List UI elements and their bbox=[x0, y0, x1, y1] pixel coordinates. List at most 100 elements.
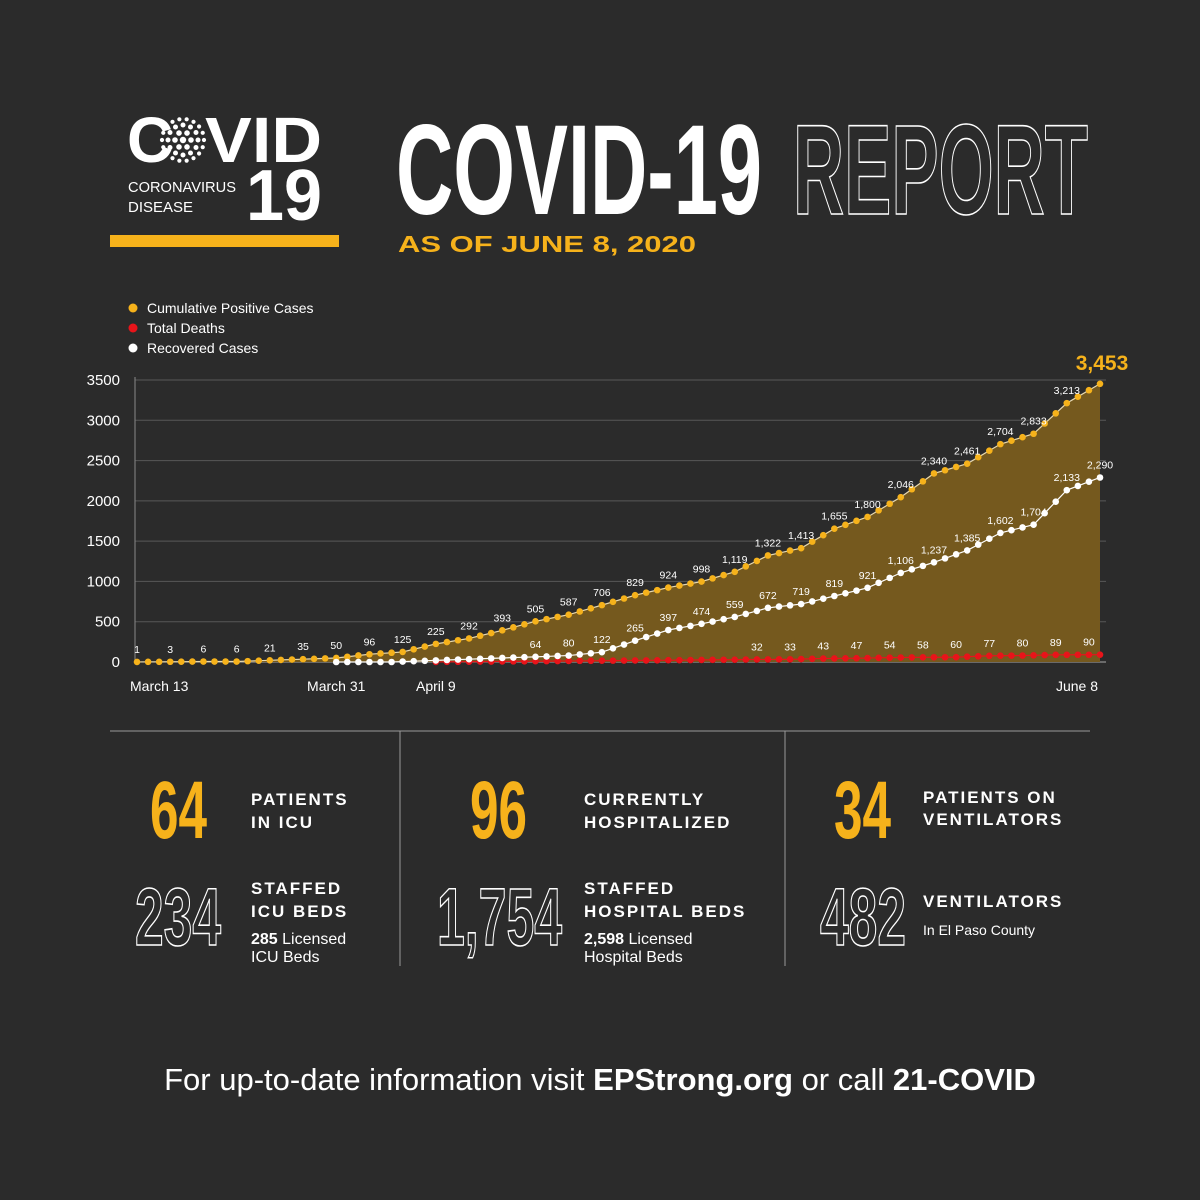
data-label: 1 bbox=[134, 644, 140, 656]
point bbox=[676, 656, 683, 664]
point bbox=[1019, 433, 1026, 441]
point bbox=[454, 636, 462, 644]
virus-dot bbox=[164, 124, 170, 129]
data-label: 80 bbox=[563, 638, 575, 650]
point bbox=[720, 656, 727, 664]
point bbox=[775, 603, 783, 610]
point bbox=[930, 559, 938, 566]
point bbox=[410, 657, 418, 665]
data-label: 587 bbox=[560, 597, 578, 609]
point bbox=[432, 640, 440, 648]
point bbox=[875, 507, 882, 514]
footer-phone: 21-COVID bbox=[893, 1062, 1036, 1097]
virus-dot bbox=[170, 156, 175, 161]
data-label: 2,290 bbox=[1087, 459, 1113, 471]
virus-dot bbox=[193, 145, 199, 150]
point bbox=[565, 657, 572, 665]
point bbox=[709, 575, 716, 582]
point bbox=[1063, 486, 1071, 494]
data-label: 1,602 bbox=[987, 515, 1013, 527]
virus-dot bbox=[167, 130, 173, 135]
point bbox=[355, 652, 362, 659]
x-tick-label: March 31 bbox=[307, 678, 366, 694]
data-label: 64 bbox=[530, 639, 542, 651]
data-label: 225 bbox=[427, 626, 445, 638]
point bbox=[510, 624, 517, 631]
point bbox=[609, 645, 617, 652]
point bbox=[665, 656, 672, 664]
virus-dot bbox=[159, 137, 165, 143]
point bbox=[919, 478, 927, 485]
virus-dot bbox=[184, 144, 190, 150]
stat-label: STAFFED bbox=[584, 879, 675, 898]
point bbox=[886, 500, 893, 508]
point bbox=[1085, 478, 1093, 485]
virus-dot bbox=[196, 151, 202, 156]
area bbox=[137, 383, 1100, 662]
data-label: 1,237 bbox=[921, 544, 947, 556]
point bbox=[399, 648, 406, 656]
logo-line: CORONAVIRUS bbox=[128, 179, 236, 196]
point bbox=[521, 620, 528, 628]
point bbox=[487, 629, 495, 637]
point bbox=[886, 654, 893, 661]
point bbox=[1041, 509, 1048, 517]
point bbox=[1096, 651, 1104, 658]
point bbox=[720, 571, 727, 579]
point bbox=[653, 586, 661, 594]
point bbox=[565, 652, 572, 659]
point bbox=[764, 604, 772, 612]
point bbox=[941, 466, 949, 474]
footer: For up-to-date information visit EPStron… bbox=[164, 1062, 1036, 1097]
virus-dot bbox=[196, 124, 202, 129]
y-tick-label: 1500 bbox=[87, 533, 120, 550]
data-label: 80 bbox=[1017, 638, 1029, 650]
virus-dot bbox=[170, 119, 175, 124]
point bbox=[1008, 652, 1015, 659]
point bbox=[864, 513, 871, 521]
data-label: 559 bbox=[726, 599, 744, 611]
point bbox=[720, 615, 727, 623]
point bbox=[797, 544, 805, 552]
point bbox=[576, 608, 584, 615]
data-label: 292 bbox=[460, 620, 478, 632]
point bbox=[288, 656, 296, 663]
point bbox=[244, 657, 251, 665]
point bbox=[687, 580, 694, 587]
point bbox=[1030, 652, 1037, 659]
data-label: 265 bbox=[626, 623, 644, 635]
chart: Cumulative Positive Cases Total Deaths Rec… bbox=[87, 300, 1129, 694]
point bbox=[222, 658, 229, 665]
point bbox=[388, 658, 395, 666]
point bbox=[963, 653, 971, 660]
point bbox=[642, 657, 650, 664]
point bbox=[698, 656, 705, 664]
y-tick-label: 0 bbox=[112, 654, 120, 671]
point bbox=[653, 630, 661, 637]
point bbox=[986, 652, 993, 660]
virus-dot bbox=[173, 124, 178, 130]
data-label: 2,133 bbox=[1054, 472, 1080, 484]
data-label: 1,106 bbox=[888, 555, 914, 567]
data-label: 474 bbox=[693, 606, 711, 618]
x-tick-label: June 8 bbox=[1056, 678, 1098, 694]
note-text: Licensed bbox=[282, 931, 346, 948]
point bbox=[731, 568, 739, 576]
point bbox=[753, 656, 761, 663]
virus-dot bbox=[200, 145, 205, 150]
virus-dot bbox=[188, 150, 193, 156]
point bbox=[687, 656, 694, 664]
point bbox=[974, 652, 982, 660]
point bbox=[144, 658, 152, 666]
data-label: 60 bbox=[950, 639, 962, 651]
data-label: 33 bbox=[784, 641, 796, 653]
point bbox=[753, 557, 761, 565]
y-tick-label: 1000 bbox=[87, 573, 120, 590]
point bbox=[853, 587, 860, 594]
point bbox=[498, 627, 506, 634]
stat-note: 285 Licensed bbox=[251, 931, 346, 948]
point bbox=[842, 521, 849, 529]
point bbox=[277, 656, 285, 664]
logo-vid: VID bbox=[205, 104, 322, 176]
